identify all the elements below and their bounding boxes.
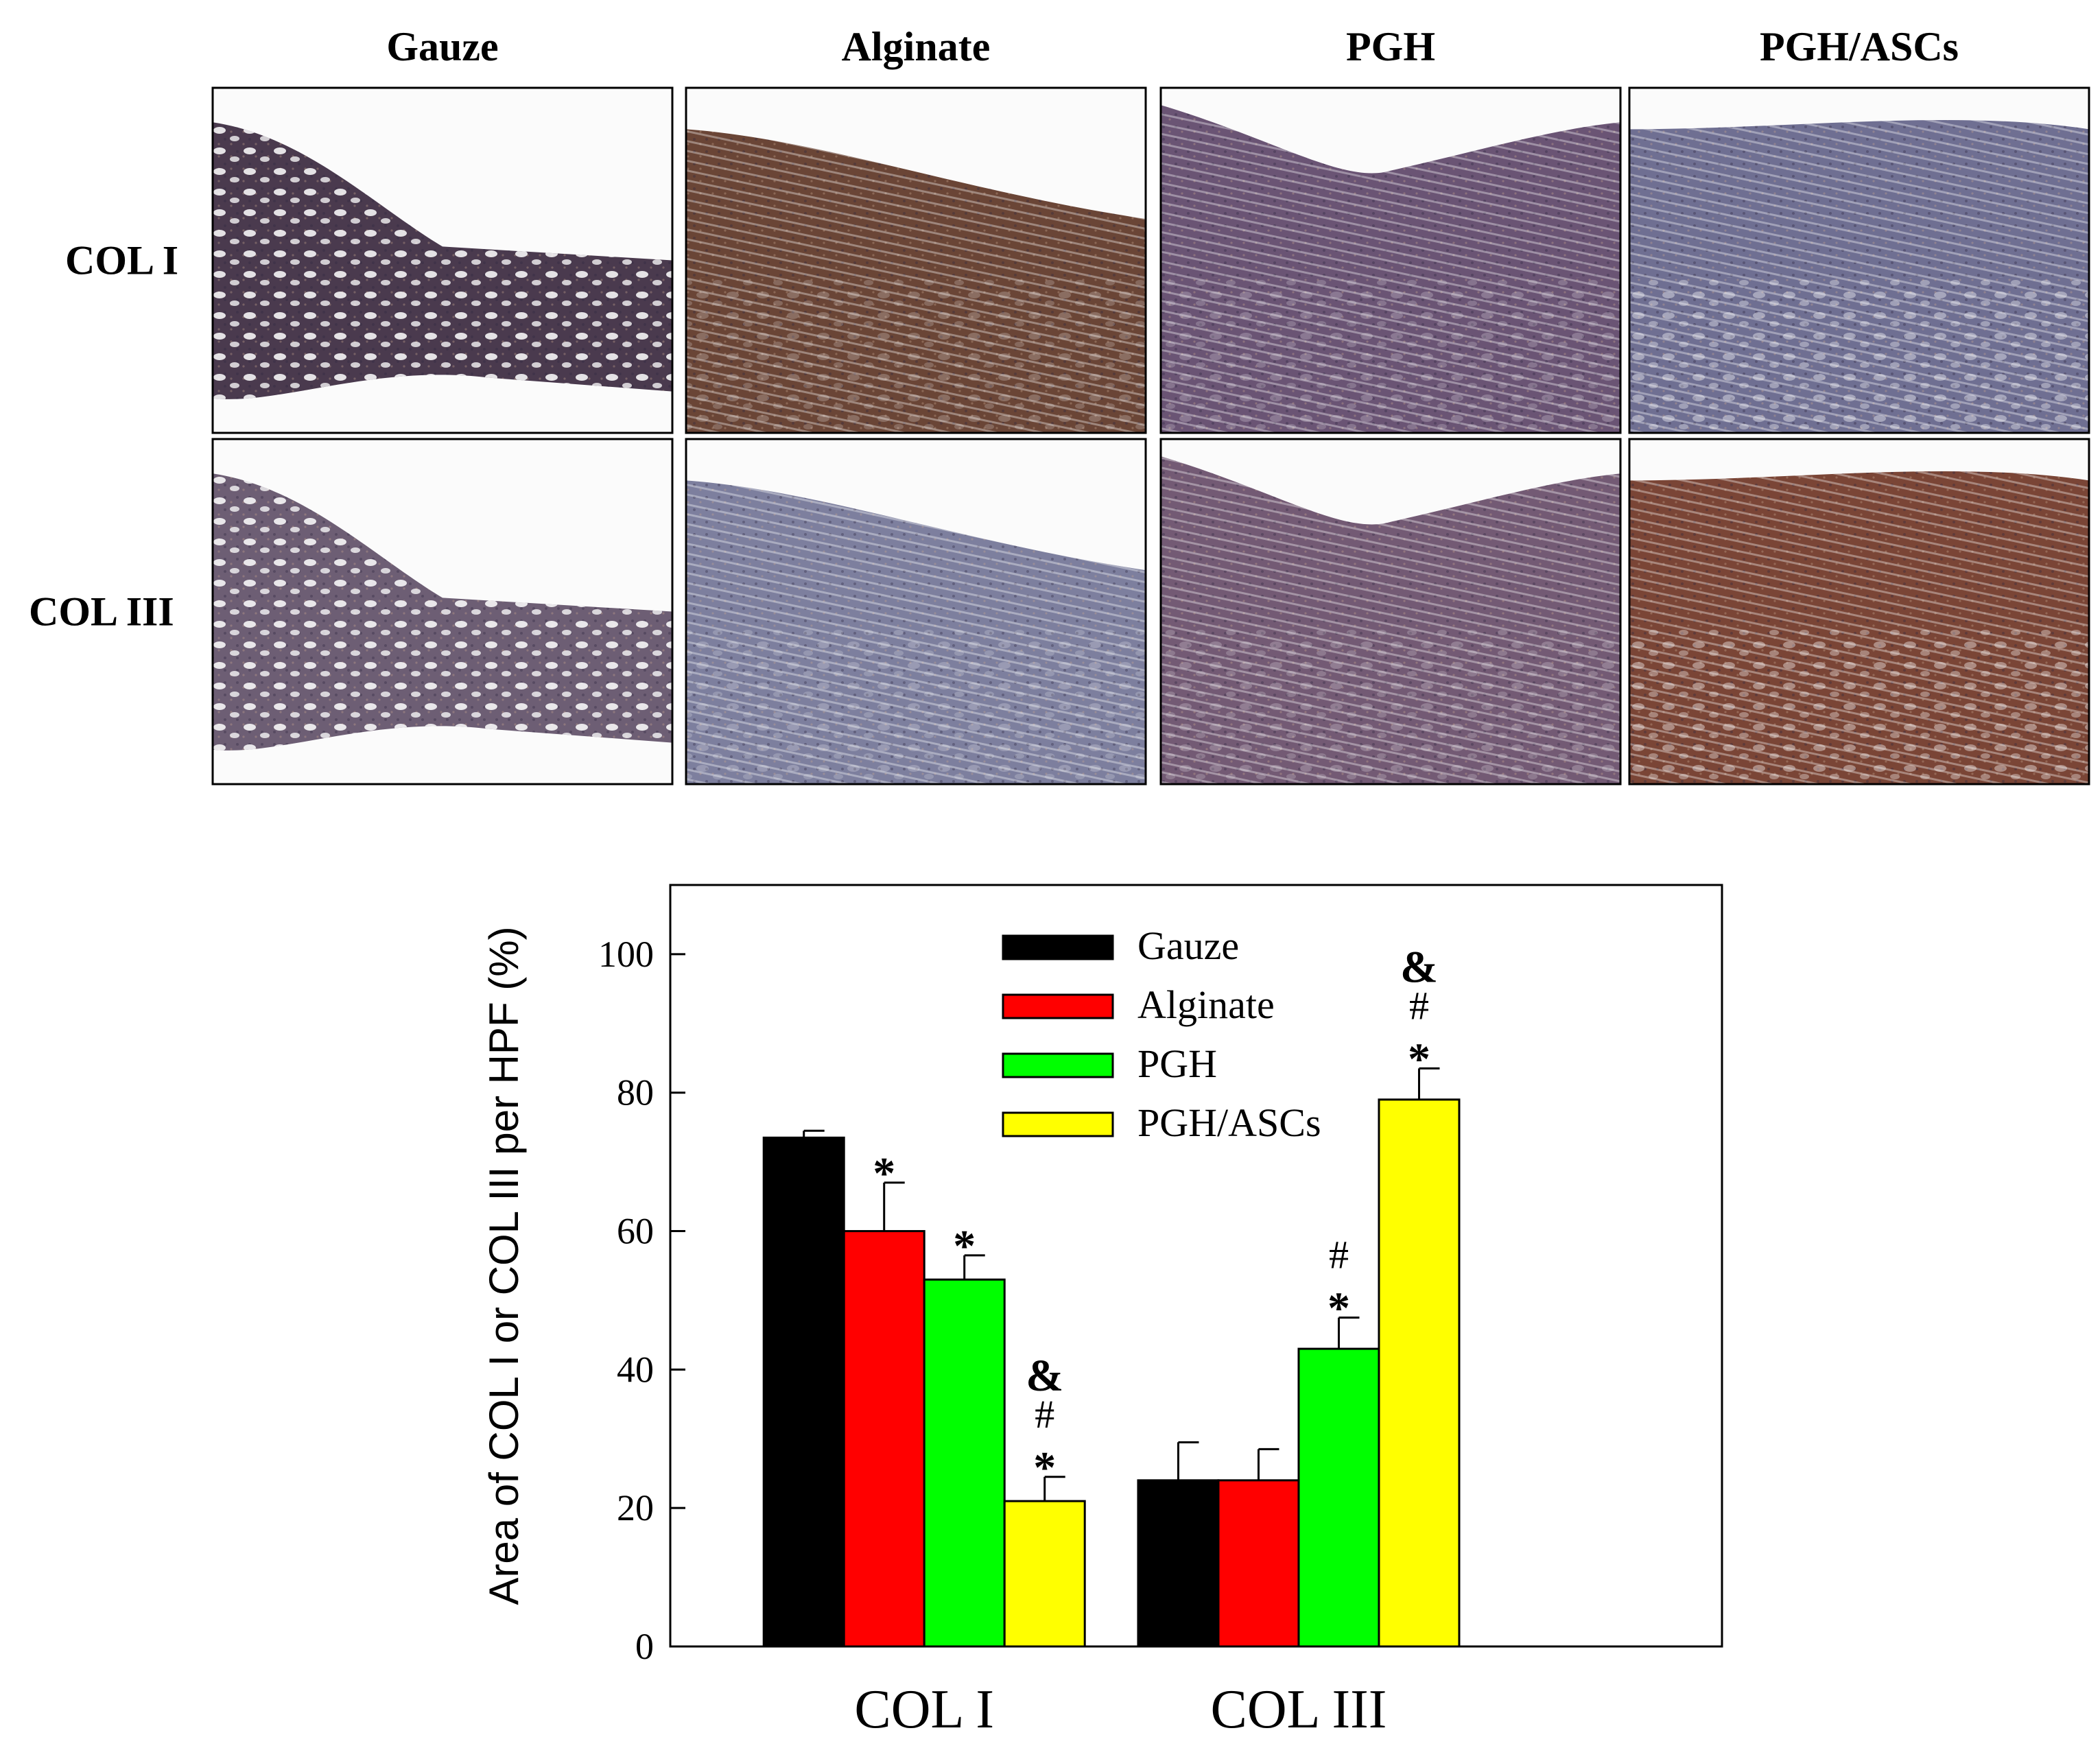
legend-swatch-pgh-ascs <box>1002 1111 1114 1137</box>
significance-mark-series-pgh-col-iii-1: # <box>1329 1233 1349 1277</box>
legend-swatch-gauze <box>1002 934 1114 960</box>
x-axis: COL I COL III <box>854 1679 1387 1740</box>
significance-mark-series-pgh-col-i-0: * <box>953 1221 976 1271</box>
micrograph-col-i-pgh <box>1159 86 1622 434</box>
y-tick-label-60: 60 <box>617 1211 654 1252</box>
y-tick-label-100: 100 <box>598 934 654 975</box>
panel-column-title-pgh-ascs: PGH/ASCs <box>1760 24 1959 69</box>
y-tick-label-80: 80 <box>617 1072 654 1113</box>
y-tick-label-0: 0 <box>635 1626 654 1667</box>
y-axis-label: Area of COL I or COL III per HPF (%) <box>481 926 527 1605</box>
bar-series-pgh-col-i <box>923 1278 1006 1648</box>
micrograph-col-iii-pgh-ascs <box>1628 438 2090 786</box>
legend-label-gauze: Gauze <box>1137 923 1239 968</box>
significance-mark-series-pgh-col-iii-0: * <box>1328 1284 1350 1334</box>
micrograph-col-iii-alginate <box>685 438 1147 786</box>
panel-row-title-col-i: COL I <box>65 238 178 283</box>
micrograph-col-iii-gauze <box>211 438 674 786</box>
micrograph-col-i-gauze <box>211 86 674 434</box>
bar-series-pgh-ascs-col-i <box>1003 1500 1086 1648</box>
bar-series-alginate-col-i <box>842 1230 925 1648</box>
panel-column-title-alginate: Alginate <box>842 24 991 69</box>
bar-series-gauze-col-iii <box>1137 1479 1220 1648</box>
significance-mark-series-pgh-ascs-col-i-0: * <box>1033 1443 1056 1493</box>
legend-label-pgh: PGH <box>1137 1041 1217 1086</box>
micrograph-col-iii-pgh <box>1159 438 1622 786</box>
panel-row-title-col-iii: COL III <box>29 589 174 635</box>
legend-swatch-alginate <box>1002 993 1114 1019</box>
x-category-label-col-i: COL I <box>854 1679 994 1740</box>
x-category-label-col-iii: COL III <box>1210 1679 1387 1740</box>
significance-mark-series-pgh-ascs-col-iii-0: * <box>1408 1034 1430 1084</box>
bars: ***#&*#*#& <box>762 942 1461 1648</box>
bar-series-pgh-ascs-col-iii <box>1378 1098 1461 1648</box>
panel-column-title-gauze: Gauze <box>386 24 498 69</box>
y-axis: 0 20 40 60 80 100 <box>598 934 685 1667</box>
y-tick-label-40: 40 <box>617 1349 654 1390</box>
significance-mark-series-pgh-ascs-col-iii-1: # <box>1409 983 1429 1028</box>
legend: Gauze Alginate PGH PGH/ASCs <box>1002 923 1321 1145</box>
legend-label-alginate: Alginate <box>1137 982 1275 1027</box>
bar-series-alginate-col-iii <box>1217 1479 1300 1648</box>
significance-mark-series-pgh-ascs-col-iii-2: & <box>1400 942 1438 992</box>
micrograph-col-i-pgh-ascs <box>1628 86 2090 434</box>
legend-label-pgh-ascs: PGH/ASCs <box>1137 1100 1321 1145</box>
significance-mark-series-alginate-col-i-0: * <box>873 1148 895 1198</box>
micrograph-grid: Gauze Alginate PGH PGH/ASCs COL I COL III <box>29 24 2090 786</box>
significance-mark-series-pgh-ascs-col-i-1: # <box>1035 1392 1054 1437</box>
significance-mark-series-pgh-ascs-col-i-2: & <box>1026 1351 1063 1401</box>
micrograph-col-i-alginate <box>685 86 1147 434</box>
panel-column-title-pgh: PGH <box>1346 24 1435 69</box>
bar-series-pgh-col-iii <box>1297 1347 1380 1648</box>
y-tick-label-20: 20 <box>617 1487 654 1528</box>
bar-series-gauze-col-i <box>762 1136 845 1648</box>
legend-swatch-pgh <box>1002 1052 1114 1078</box>
